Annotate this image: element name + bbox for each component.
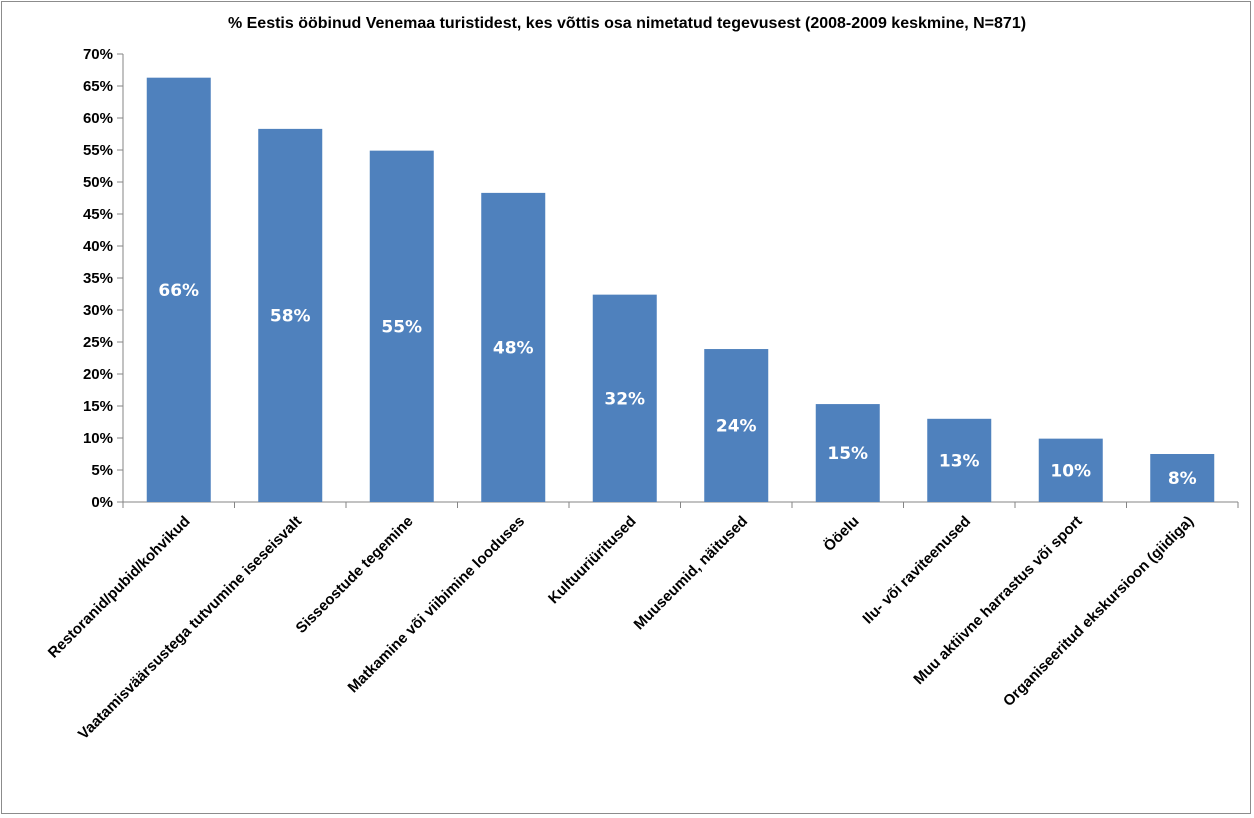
bar (258, 128, 323, 502)
y-tick-label: 45% (83, 206, 113, 223)
bar (481, 192, 546, 502)
data-label: 32% (604, 389, 645, 409)
x-tick-label: Ilu- või raviteenused (859, 513, 974, 628)
bar (1038, 438, 1103, 502)
bar (1150, 454, 1215, 502)
x-tick-label: Organiseeritud ekskursioon (giidiga) (1000, 513, 1197, 710)
bar (927, 418, 992, 502)
x-tick-label: Vaatamisväärsustega tutvumine iseseisval… (75, 513, 305, 743)
data-label: 55% (381, 317, 422, 337)
y-tick-label: 60% (83, 110, 113, 127)
y-tick-label: 50% (83, 174, 113, 191)
y-tick-label: 10% (83, 430, 113, 447)
y-tick-label: 55% (83, 142, 113, 159)
y-tick-label: 65% (83, 78, 113, 95)
y-tick-label: 35% (83, 270, 113, 287)
y-tick-label: 15% (83, 398, 113, 415)
y-tick-label: 5% (91, 462, 113, 479)
x-tick-label: Ööelu (820, 513, 862, 555)
bar (704, 349, 769, 502)
bar (592, 294, 657, 502)
bar (369, 150, 434, 502)
y-tick-label: 40% (83, 238, 113, 255)
y-tick-label: 25% (83, 334, 113, 351)
x-tick-label: Muuseumid, näitused (631, 513, 751, 633)
y-tick-label: 0% (91, 494, 113, 511)
data-labels: 66% 58% 55% 48% 32% 24% 15% 13% 10% 8% (158, 281, 1196, 489)
chart-title: % Eestis ööbinud Venemaa turistidest, ke… (228, 15, 1026, 32)
bar (815, 404, 880, 502)
x-tick-label: Matkamine või viibimine looduses (345, 513, 529, 697)
data-label: 48% (493, 338, 534, 358)
data-label: 24% (716, 417, 757, 437)
y-tick-label: 70% (83, 46, 113, 63)
bars (146, 77, 1215, 503)
data-label: 13% (939, 451, 980, 471)
x-tick-label: Sisseostude tegemine (293, 513, 417, 637)
x-tick-labels: Restoranid/pubid/kohvikudVaatamisväärsus… (45, 513, 1197, 743)
y-tick-label: 20% (83, 366, 113, 383)
data-label: 8% (1168, 469, 1197, 489)
data-label: 15% (827, 444, 868, 464)
data-label: 66% (158, 281, 199, 301)
data-label: 58% (270, 306, 311, 326)
data-label: 10% (1050, 461, 1091, 481)
x-tick-label: Kultuuriüritused (545, 513, 640, 608)
bar (146, 77, 211, 503)
y-tick-label: 30% (83, 302, 113, 319)
